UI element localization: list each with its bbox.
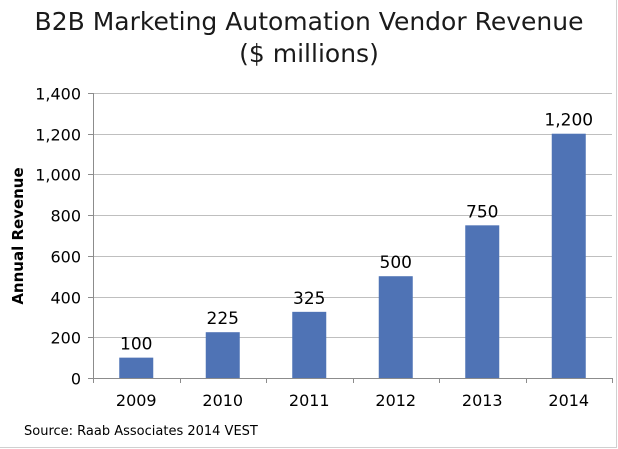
- bars: [119, 133, 586, 378]
- x-tick-labels: 2009 2010 2011 2012 2013 2014: [116, 391, 589, 410]
- data-label-2009: 100: [120, 335, 152, 355]
- y-tick-label: 1,000: [35, 166, 81, 185]
- gridlines: [93, 93, 612, 338]
- y-tick-label: 0: [71, 370, 81, 389]
- y-axis-label: Annual Revenue: [9, 167, 27, 304]
- bar-2012: [378, 276, 413, 378]
- x-tick-label: 2013: [462, 391, 503, 410]
- y-tick-label: 1,200: [35, 126, 81, 145]
- y-tick-label: 200: [50, 329, 81, 348]
- x-tick-label: 2014: [548, 391, 589, 410]
- y-tick-label: 400: [50, 289, 81, 308]
- bar-2010: [205, 332, 240, 378]
- source-note: Source: Raab Associates 2014 VEST: [24, 424, 258, 439]
- x-tick-label: 2010: [202, 391, 243, 410]
- bar-2011: [292, 311, 327, 378]
- data-label-2011: 325: [293, 289, 325, 309]
- data-label-2010: 225: [207, 309, 239, 329]
- chart-title: B2B Marketing Automation Vendor Revenue: [34, 7, 584, 36]
- bar-2013: [465, 225, 500, 378]
- x-tick-label: 2011: [289, 391, 330, 410]
- data-labels: 100 225 325 500 750 1,200: [120, 111, 593, 355]
- axes: [88, 93, 613, 383]
- x-tick-label: 2009: [116, 391, 157, 410]
- y-tick-label: 600: [50, 248, 81, 267]
- data-label-2012: 500: [380, 253, 412, 273]
- chart-subtitle: ($ millions): [239, 39, 379, 68]
- bar-2014: [551, 133, 586, 378]
- y-tick-label: 800: [50, 207, 81, 226]
- bar-2009: [119, 357, 154, 378]
- data-label-2013: 750: [466, 202, 498, 222]
- y-tick-label: 1,400: [35, 85, 81, 104]
- y-tick-labels: 0 200 400 600 800 1,000 1,200 1,400: [35, 85, 81, 389]
- data-label-2014: 1,200: [544, 111, 593, 131]
- x-tick-label: 2012: [375, 391, 416, 410]
